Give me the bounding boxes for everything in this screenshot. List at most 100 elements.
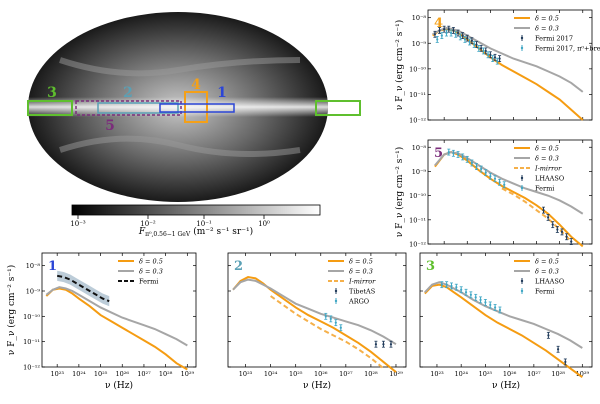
data-point: [556, 348, 560, 351]
data-point: [460, 288, 463, 291]
x-tick-label: 10²³: [50, 370, 64, 378]
legend-label: Fermi: [535, 288, 554, 296]
legend: δ = 0.5 δ = 0.3 Fermi: [118, 258, 163, 286]
x-tick-label: 10²⁵: [289, 370, 303, 378]
x-tick-label: 10²⁸: [364, 370, 378, 378]
data-point: [464, 291, 468, 294]
legend-label: δ = 0.3: [535, 268, 559, 276]
series-line: [424, 281, 583, 349]
region-4-box: [184, 91, 208, 123]
series-line: [424, 283, 583, 378]
panel-number-label: 4: [434, 16, 443, 31]
data-point: [445, 283, 448, 286]
data-point: [570, 240, 573, 243]
data-point: [498, 308, 502, 312]
y-tick-label: 10⁻⁸: [26, 262, 41, 270]
chart-panels: 10⁻¹² 10⁻¹¹ 10⁻¹⁰ 10⁻⁹ 10⁻⁸ 4 δ = 0.5 δ = 0.3 Fe…: [6, 9, 600, 391]
legend-label: LHAASO: [535, 175, 564, 183]
legend-label: δ = 0.3: [535, 25, 559, 33]
x-tick-label: 10²³: [430, 370, 444, 378]
x-tick-label: 10²⁹: [389, 370, 403, 378]
data-point: [496, 60, 499, 63]
legend: δ = 0.5 δ = 0.3 I-mirror TibetAS ARGO: [328, 258, 376, 306]
data-point: [470, 39, 473, 42]
data-point: [503, 183, 506, 186]
data-point: [493, 177, 497, 180]
region-3-box-left: [27, 100, 73, 116]
x-axis-label: ν (Hz): [492, 380, 520, 391]
y-tick-label: 10⁻¹⁰: [23, 313, 40, 321]
data-point: [454, 33, 457, 36]
data-point: [491, 57, 494, 60]
data-point: [459, 35, 462, 38]
region-1-label: 1: [217, 85, 227, 101]
data-point: [450, 284, 453, 288]
y-tick-label: 10⁻⁹: [412, 40, 427, 48]
data-point: [547, 216, 550, 219]
data-point: [334, 321, 337, 324]
x-tick-label: 10²⁵: [479, 370, 493, 378]
colorbar-tick-label: 10⁻²: [140, 220, 156, 228]
y-tick-label: 10⁻¹²: [409, 241, 426, 249]
chart-panel-4: 10⁻¹² 10⁻¹¹ 10⁻¹⁰ 10⁻⁹ 10⁻⁸ 4 δ = 0.5 δ = 0.3 Fe…: [394, 9, 600, 125]
x-tick-label: 10²⁵: [94, 370, 108, 378]
x-tick-label: 10²⁸: [551, 370, 565, 378]
legend-label: δ = 0.5: [535, 258, 559, 266]
series-line: [232, 276, 397, 373]
y-axis-label: ν F_ν (erg cm⁻² s⁻¹): [394, 20, 405, 110]
data-point: [455, 286, 458, 289]
data-point: [556, 228, 559, 231]
data-point: [482, 49, 485, 53]
data-point: [493, 56, 497, 59]
legend-label: I-mirror: [348, 278, 376, 286]
data-point: [382, 343, 385, 346]
legend-marker-dot: [520, 36, 524, 40]
uncertainty-band: [57, 270, 110, 307]
x-axis-label: ν (Hz): [105, 380, 133, 391]
data-point: [452, 152, 455, 155]
legend-label: TibetAS: [349, 288, 375, 296]
series-line: [45, 287, 188, 371]
region-5-box: [75, 100, 182, 116]
data-point: [565, 235, 568, 238]
legend-label: Fermi 2017, π⁰+brems.: [535, 45, 600, 53]
data-point: [470, 161, 473, 165]
data-point: [466, 158, 469, 161]
y-tick-label: 10⁻⁸: [412, 144, 427, 152]
data-point: [475, 165, 478, 168]
data-point: [324, 315, 327, 318]
x-tick-label: 10²⁴: [72, 370, 86, 378]
y-tick-label: 10⁻¹²: [23, 364, 40, 372]
data-point: [389, 343, 393, 346]
data-point: [489, 53, 492, 56]
data-point: [452, 29, 455, 32]
data-point: [461, 34, 464, 37]
legend-marker-dot: [520, 289, 524, 293]
x-tick-label: 10²⁸: [159, 370, 173, 378]
data-point: [468, 40, 471, 44]
colorbar: 10⁻³ 10⁻² 10⁻¹ 10⁰ Fπ⁰,0.56−1 GeV (m⁻² s⁻¹ s…: [70, 204, 321, 238]
data-point: [445, 31, 448, 35]
region-3-box-right: [315, 100, 361, 116]
data-point: [469, 293, 472, 296]
colorbar-tick-label: 10⁻¹: [196, 220, 212, 228]
data-point: [551, 223, 554, 226]
x-tick-label: 10²⁹: [576, 370, 590, 378]
legend-marker-dot: [520, 46, 524, 50]
x-axis-label: ν (Hz): [303, 380, 331, 391]
data-point: [542, 209, 545, 212]
series-line: [232, 278, 397, 346]
legend: δ = 0.5 δ = 0.3 LHAASO Fermi: [514, 258, 564, 296]
legend-label: δ = 0.3: [139, 268, 163, 276]
data-point: [461, 155, 464, 159]
legend-marker-dot: [520, 279, 524, 283]
y-tick-label: 10⁻⁹: [412, 168, 427, 176]
data-point: [484, 171, 487, 174]
legend-marker-dot: [334, 299, 338, 303]
data-point: [547, 334, 550, 337]
legend-label: ARGO: [348, 298, 369, 306]
legend-label: δ = 0.5: [535, 145, 559, 153]
region-2-box: [97, 102, 179, 114]
